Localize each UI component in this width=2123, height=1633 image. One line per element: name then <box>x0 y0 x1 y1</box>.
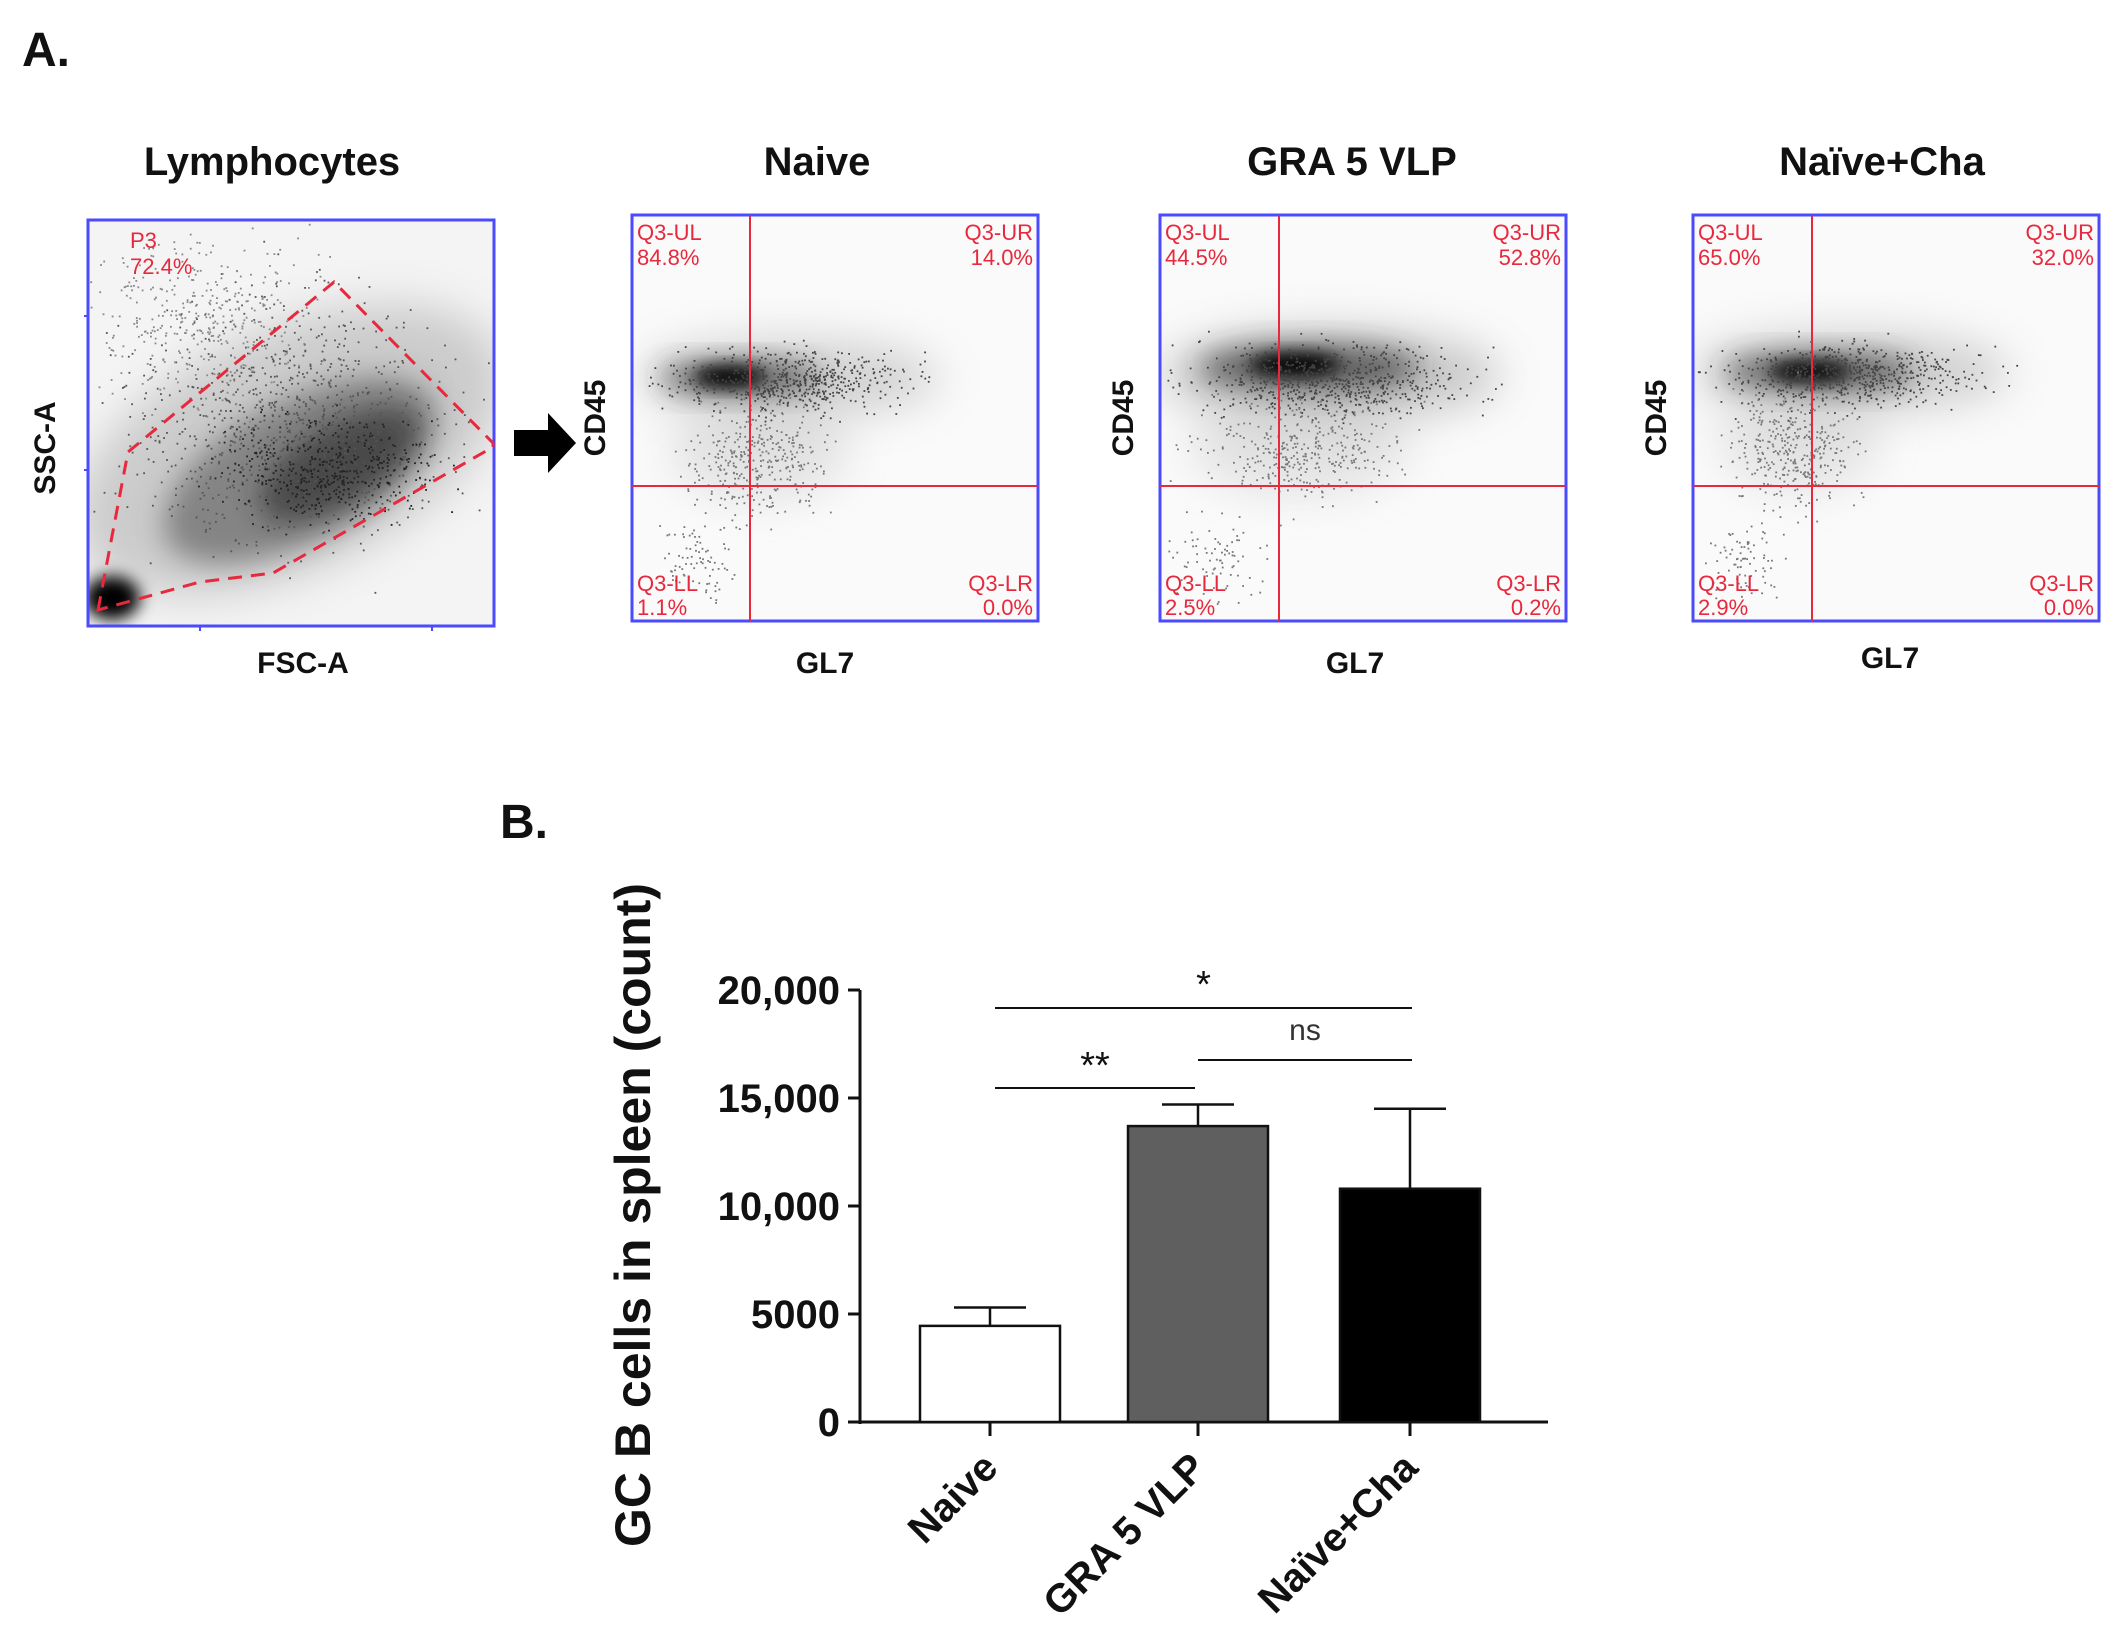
quadrant-ll-pct: 2.9% <box>1698 595 1748 620</box>
quadrant-lr-name: Q3-LR <box>2029 571 2094 596</box>
flow-panel-naive: Naive Q3-UL 84.8% Q3-UR 14.0% Q3-LL 1.1%… <box>579 140 1040 680</box>
quadrant-ul-pct: 65.0% <box>1698 245 1760 270</box>
significance-label: ns <box>1289 1014 1321 1047</box>
quadrant-lr-pct: 0.2% <box>1511 595 1561 620</box>
x-tick-label: Naïve+Cha <box>1250 1445 1427 1622</box>
quadrant-ur-pct: 52.8% <box>1499 245 1561 270</box>
quadrant-ll-name: Q3-LL <box>1698 571 1759 596</box>
quadrant-ul-name: Q3-UL <box>1698 220 1763 245</box>
flow-panel-lymphocytes: Lymphocytes P3 72.4% FSC-A SSC-A <box>29 140 496 680</box>
quadrant-lr-pct: 0.0% <box>2044 595 2094 620</box>
scatter-density <box>632 215 1038 621</box>
flow-panel-gra5-vlp: GRA 5 VLP Q3-UL 44.5% Q3-UR 52.8% Q3-LL … <box>1107 140 1568 680</box>
quadrant-lr-name: Q3-LR <box>968 571 1033 596</box>
x-tick-label: GRA 5 VLP <box>1035 1445 1214 1624</box>
x-axis-label: GL7 <box>1861 642 1919 675</box>
y-tick-label: 0 <box>818 1401 840 1445</box>
scatter-density <box>88 220 494 626</box>
flow-panel-naive-cha: Naïve+Cha Q3-UL 65.0% Q3-UR 32.0% Q3-LL … <box>1640 140 2101 675</box>
x-tick-label: Naive <box>900 1445 1007 1552</box>
gate-name: P3 <box>130 228 157 253</box>
scatter-density <box>1160 215 1566 621</box>
plot-frame <box>1158 213 1568 623</box>
gate-percent: 72.4% <box>130 254 192 279</box>
scatter-density <box>1693 215 2099 621</box>
plot-frame <box>630 213 1040 623</box>
quadrant-lr-name: Q3-LR <box>1496 571 1561 596</box>
quadrant-ll-name: Q3-LL <box>637 571 698 596</box>
quadrant-ur-name: Q3-UR <box>2026 220 2094 245</box>
arrow-icon <box>514 413 576 473</box>
y-axis-label: CD45 <box>1640 380 1673 457</box>
y-axis-label: SSC-A <box>29 401 62 494</box>
significance-label: * <box>1196 964 1211 1006</box>
quadrant-ll-pct: 1.1% <box>637 595 687 620</box>
p3-gate[interactable] <box>96 279 495 613</box>
bar-chart: GC B cells in spleen (count) 0 5000 10,000… <box>605 883 1548 1625</box>
panel-b-label: B. <box>500 796 548 849</box>
quadrant-ul-pct: 84.8% <box>637 245 699 270</box>
y-axis-label: CD45 <box>579 380 612 457</box>
panel-a-label: A. <box>22 24 70 77</box>
quadrant-ul-name: Q3-UL <box>1165 220 1230 245</box>
x-axis-label: FSC-A <box>257 647 349 680</box>
flow-title: Naive <box>764 140 871 184</box>
y-tick-label: 10,000 <box>718 1185 840 1229</box>
y-tick-label: 15,000 <box>718 1077 840 1121</box>
bar-2[interactable] <box>1338 1187 1482 1424</box>
quadrant-ul-pct: 44.5% <box>1165 245 1227 270</box>
quadrant-ll-pct: 2.5% <box>1165 595 1215 620</box>
x-axis-label: GL7 <box>1326 647 1384 680</box>
bar-0[interactable] <box>918 1324 1062 1424</box>
quadrant-ur-name: Q3-UR <box>965 220 1033 245</box>
quadrant-ur-name: Q3-UR <box>1493 220 1561 245</box>
y-axis-label: CD45 <box>1107 380 1140 457</box>
quadrant-ul-name: Q3-UL <box>637 220 702 245</box>
quadrant-ur-pct: 14.0% <box>971 245 1033 270</box>
quadrant-ur-pct: 32.0% <box>2032 245 2094 270</box>
y-axis-title: GC B cells in spleen (count) <box>605 883 661 1547</box>
y-tick-label: 5000 <box>751 1293 840 1337</box>
quadrant-lr-pct: 0.0% <box>983 595 1033 620</box>
quadrant-ll-name: Q3-LL <box>1165 571 1226 596</box>
plot-frame <box>86 218 496 628</box>
bar-1[interactable] <box>1126 1124 1270 1424</box>
significance-label: ** <box>1080 1045 1110 1087</box>
flow-title: Naïve+Cha <box>1779 140 1985 184</box>
flow-title: Lymphocytes <box>144 140 400 184</box>
x-axis-label: GL7 <box>796 647 854 680</box>
y-tick-label: 20,000 <box>718 969 840 1013</box>
plot-frame <box>1691 213 2101 623</box>
flow-title: GRA 5 VLP <box>1247 140 1457 184</box>
